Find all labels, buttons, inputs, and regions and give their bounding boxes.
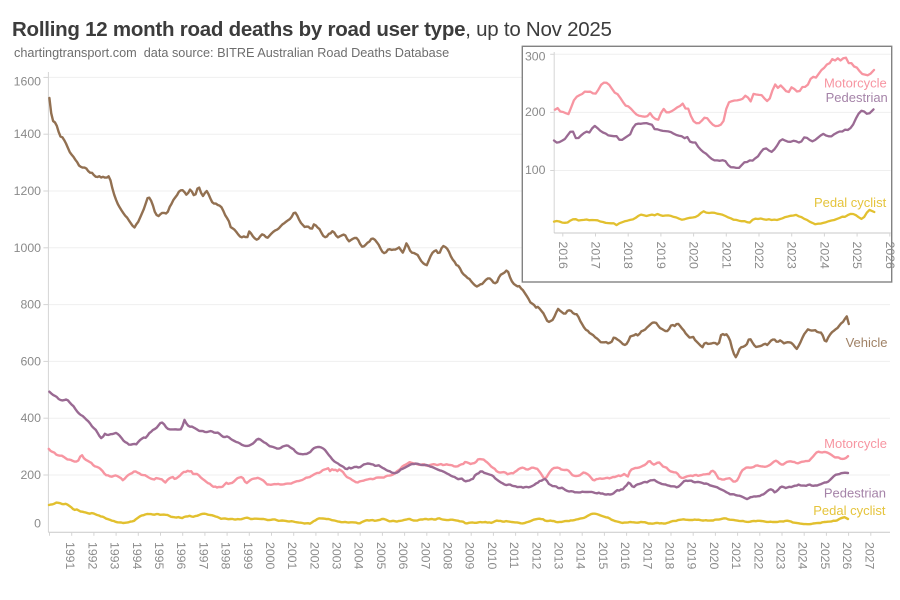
svg-text:2008: 2008 — [441, 542, 455, 570]
svg-text:200: 200 — [525, 105, 546, 119]
svg-text:2003: 2003 — [330, 542, 344, 570]
svg-text:1998: 1998 — [219, 542, 233, 570]
svg-text:1400: 1400 — [14, 127, 42, 141]
svg-text:2023: 2023 — [774, 542, 788, 570]
svg-text:2026: 2026 — [883, 242, 897, 270]
svg-text:2020: 2020 — [687, 242, 701, 270]
svg-text:2021: 2021 — [729, 542, 743, 570]
svg-text:2007: 2007 — [418, 542, 432, 570]
svg-text:2001: 2001 — [285, 542, 299, 570]
svg-text:100: 100 — [525, 163, 546, 177]
svg-text:2000: 2000 — [263, 542, 277, 570]
svg-text:2009: 2009 — [463, 542, 477, 570]
svg-text:2027: 2027 — [862, 542, 876, 570]
svg-text:1000: 1000 — [14, 241, 42, 255]
svg-text:Pedal cyclist: Pedal cyclist — [813, 503, 886, 518]
svg-text:2006: 2006 — [396, 542, 410, 570]
svg-text:2018: 2018 — [663, 542, 677, 570]
svg-text:2014: 2014 — [574, 542, 588, 570]
svg-text:1993: 1993 — [108, 542, 122, 570]
svg-text:2012: 2012 — [529, 542, 543, 570]
svg-text:2024: 2024 — [817, 242, 831, 270]
svg-text:2023: 2023 — [785, 242, 799, 270]
svg-text:1991: 1991 — [63, 542, 77, 570]
svg-text:Vehicle: Vehicle — [846, 335, 888, 350]
svg-text:2019: 2019 — [654, 242, 668, 270]
svg-text:2022: 2022 — [751, 542, 765, 570]
svg-text:Pedestrian: Pedestrian — [824, 486, 886, 501]
svg-text:600: 600 — [20, 354, 41, 368]
svg-text:2013: 2013 — [552, 542, 566, 570]
svg-text:400: 400 — [20, 411, 41, 425]
svg-text:2004: 2004 — [352, 542, 366, 570]
svg-text:1996: 1996 — [174, 542, 188, 570]
svg-text:2020: 2020 — [707, 542, 721, 570]
svg-text:2016: 2016 — [556, 242, 570, 270]
svg-text:800: 800 — [20, 298, 41, 312]
svg-text:2010: 2010 — [485, 542, 499, 570]
svg-text:2025: 2025 — [818, 542, 832, 570]
svg-text:2024: 2024 — [796, 542, 810, 570]
svg-text:1200: 1200 — [14, 184, 42, 198]
svg-text:2018: 2018 — [621, 242, 635, 270]
svg-text:2002: 2002 — [307, 542, 321, 570]
svg-text:2005: 2005 — [374, 542, 388, 570]
svg-text:1997: 1997 — [196, 542, 210, 570]
svg-text:2026: 2026 — [840, 542, 854, 570]
svg-text:2021: 2021 — [719, 242, 733, 270]
svg-text:1994: 1994 — [130, 542, 144, 570]
svg-text:200: 200 — [20, 468, 41, 482]
svg-text:2017: 2017 — [589, 242, 603, 270]
svg-text:1992: 1992 — [85, 542, 99, 570]
svg-text:1600: 1600 — [14, 75, 42, 89]
svg-text:Motorcycle: Motorcycle — [824, 436, 887, 451]
svg-text:Pedal cyclist: Pedal cyclist — [814, 195, 887, 210]
svg-text:300: 300 — [525, 49, 546, 63]
svg-text:Motorcycle: Motorcycle — [824, 76, 887, 91]
svg-text:1999: 1999 — [241, 542, 255, 570]
svg-text:2016: 2016 — [618, 542, 632, 570]
svg-text:2015: 2015 — [596, 542, 610, 570]
svg-text:2011: 2011 — [507, 542, 521, 569]
svg-text:2022: 2022 — [752, 242, 766, 270]
svg-text:2017: 2017 — [640, 542, 654, 570]
svg-text:0: 0 — [34, 516, 41, 530]
svg-text:1995: 1995 — [152, 542, 166, 570]
svg-text:2019: 2019 — [685, 542, 699, 570]
svg-text:2025: 2025 — [850, 242, 864, 270]
svg-text:Pedestrian: Pedestrian — [826, 90, 888, 105]
